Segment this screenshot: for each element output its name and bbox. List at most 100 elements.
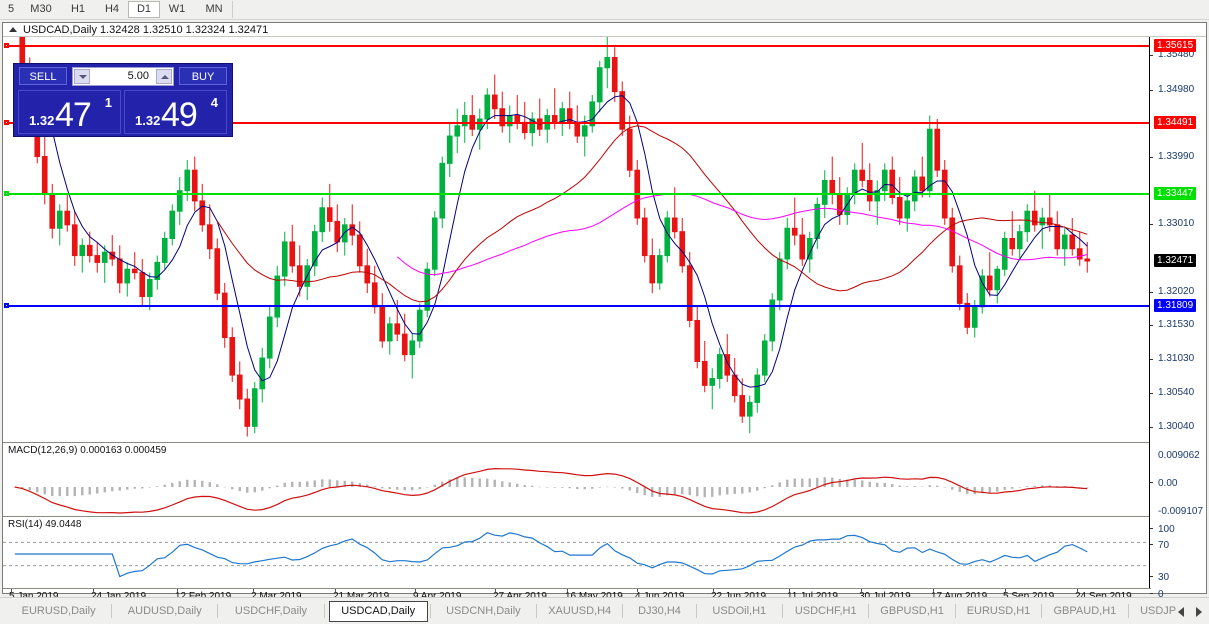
price-tick-label: 1.30040 bbox=[1158, 421, 1195, 432]
one-click-trading-panel: SELL 5.00 BUY 1.32 47 1 1.32 bbox=[13, 63, 233, 137]
date-tick bbox=[637, 589, 638, 592]
macd-pane[interactable]: MACD(12,26,9) 0.000163 0.000459 bbox=[3, 442, 1151, 515]
level-line-resistance-lower[interactable] bbox=[4, 120, 1151, 125]
macd-chart bbox=[13, 467, 1089, 514]
level-line-support-blue[interactable] bbox=[4, 303, 1151, 309]
sell-price-fraction: 1 bbox=[104, 95, 112, 110]
buy-price-quote[interactable]: 1.32 49 4 bbox=[124, 90, 227, 134]
date-tick-label: 27 Apr 2019 bbox=[493, 591, 547, 602]
price-tick-label: 1.33990 bbox=[1158, 151, 1195, 163]
date-tick-label: 24 Sep 2019 bbox=[1075, 591, 1132, 602]
chart-tab-gbpaud-h1[interactable]: GBPAUD,H1 bbox=[1053, 605, 1117, 617]
timeframe-m30[interactable]: M30 bbox=[30, 3, 52, 15]
axis-tick bbox=[1150, 576, 1153, 577]
level-anchor[interactable] bbox=[4, 120, 9, 125]
axis-tick bbox=[1150, 291, 1153, 293]
timeframe-5[interactable]: 5 bbox=[7, 3, 15, 15]
axis-tick bbox=[1150, 359, 1153, 361]
axis-tick bbox=[1150, 224, 1153, 226]
axis-tick bbox=[1150, 55, 1153, 57]
chart-tab-usdcnh-daily[interactable]: USDCNH,Daily bbox=[446, 605, 521, 617]
timeframe-h4[interactable]: H4 bbox=[104, 3, 120, 15]
buy-price-big: 49 bbox=[161, 96, 198, 134]
chart-tab-dj30-h4[interactable]: DJ30,H4 bbox=[638, 605, 681, 617]
tab-separator bbox=[111, 604, 113, 618]
axis-tick bbox=[1150, 325, 1153, 327]
date-tick bbox=[1005, 589, 1006, 592]
macd-tick-label: -0.009107 bbox=[1158, 506, 1204, 517]
toolbar-separator bbox=[232, 1, 233, 18]
timeframe-w1[interactable]: W1 bbox=[168, 3, 186, 15]
timeframe-mn[interactable]: MN bbox=[205, 3, 223, 15]
tab-scroll-left-icon[interactable] bbox=[1178, 607, 1184, 617]
volume-decrease-button[interactable] bbox=[74, 69, 90, 84]
date-tick-label: 30 Jul 2019 bbox=[859, 591, 911, 602]
price-tick-label: 1.31030 bbox=[1158, 353, 1195, 365]
level-line-resistance-upper[interactable] bbox=[4, 43, 1151, 49]
timeframe-d1[interactable]: D1 bbox=[128, 1, 160, 18]
level-anchor[interactable] bbox=[4, 303, 9, 309]
axis-tick bbox=[1150, 89, 1153, 91]
date-tick bbox=[495, 589, 496, 592]
axis-tick bbox=[1150, 392, 1153, 394]
date-tick-label: 2 Mar 2019 bbox=[251, 591, 302, 602]
buy-button[interactable]: BUY bbox=[179, 67, 227, 85]
chevron-up-icon bbox=[161, 75, 169, 79]
chart-tab-usdchf-h1[interactable]: USDCHF,H1 bbox=[794, 605, 857, 617]
date-tick bbox=[177, 589, 178, 592]
level-anchor[interactable] bbox=[4, 191, 9, 197]
date-tick-label: 21 Mar 2019 bbox=[333, 591, 389, 602]
axis-tick bbox=[1150, 544, 1153, 545]
date-tick-label: 5 Jan 2019 bbox=[9, 591, 59, 602]
price-badge-last-price: 1.32471 bbox=[1154, 254, 1197, 267]
price-tick-label: 1.30540 bbox=[1158, 386, 1195, 398]
price-tick-label: 1.32020 bbox=[1158, 285, 1195, 297]
date-tick bbox=[789, 589, 790, 592]
chart-tab-gbpusd-h1[interactable]: GBPUSD,H1 bbox=[880, 605, 944, 617]
sell-price-quote[interactable]: 1.32 47 1 bbox=[18, 90, 121, 134]
date-tick-label: 17 Aug 2019 bbox=[931, 591, 987, 602]
price-axis[interactable]: 1.35480 1.34980 1.33990 1.33010 1.32020 1.315… bbox=[1149, 37, 1206, 600]
timeframe-toolbar: 5 M30 H1 H4 D1 W1 MN bbox=[0, 0, 1209, 20]
buy-price-fraction: 4 bbox=[210, 95, 218, 110]
price-pane[interactable] bbox=[3, 37, 1151, 440]
volume-stepper[interactable]: 5.00 bbox=[72, 67, 174, 86]
macd-tick-label: 0.009062 bbox=[1158, 450, 1200, 461]
macd-tick-label: 0.00 bbox=[1158, 478, 1178, 489]
chart-tab-eurusd-daily[interactable]: EURUSD,Daily bbox=[21, 605, 96, 617]
price-tick-label: 1.35480 bbox=[1158, 49, 1195, 61]
rsi-chart bbox=[3, 532, 1151, 578]
rsi-pane[interactable]: RSI(14) 49.0448 bbox=[3, 516, 1151, 589]
tab-separator bbox=[782, 604, 783, 618]
price-tick-label: 1.33010 bbox=[1158, 218, 1195, 230]
volume-value: 5.00 bbox=[127, 70, 149, 82]
tab-scroll-right-icon[interactable] bbox=[1196, 607, 1202, 617]
chart-tab-audusd-daily[interactable]: AUDUSD,Daily bbox=[127, 605, 202, 617]
level-anchor[interactable] bbox=[4, 43, 9, 49]
sell-price-prefix: 1.32 bbox=[29, 113, 55, 128]
date-tick-label: 5 Sep 2019 bbox=[1003, 591, 1054, 602]
level-line-pivot-green[interactable] bbox=[4, 191, 1151, 197]
axis-tick bbox=[1150, 528, 1153, 529]
timeframe-h1[interactable]: H1 bbox=[70, 3, 86, 15]
chart-tab-eurusd-h1[interactable]: EURUSD,H1 bbox=[966, 605, 1031, 617]
price-badge-resistance: 1.35615 bbox=[1154, 39, 1197, 53]
chart-tab-usdjp[interactable]: USDJP bbox=[1140, 605, 1177, 617]
chart-tab-xauusd-h4[interactable]: XAUUSD,H4 bbox=[548, 605, 612, 617]
sell-button[interactable]: SELL bbox=[19, 67, 67, 85]
tab-separator bbox=[1041, 604, 1043, 618]
volume-increase-button[interactable] bbox=[156, 69, 172, 84]
date-tick-label: 24 Jan 2019 bbox=[91, 591, 146, 602]
date-tick bbox=[1077, 589, 1078, 592]
price-badge-support: 1.31809 bbox=[1154, 299, 1197, 313]
axis-tick bbox=[1150, 157, 1153, 159]
tab-separator bbox=[695, 604, 697, 618]
chart-tab-usdoil-h1[interactable]: USDOil,H1 bbox=[712, 605, 767, 617]
sell-price-big: 47 bbox=[55, 96, 92, 134]
rsi-tick-label: 30 bbox=[1158, 572, 1170, 583]
date-tick bbox=[93, 589, 94, 592]
tab-separator bbox=[429, 604, 431, 618]
chart-tab-usdcad-daily[interactable]: USDCAD,Daily bbox=[328, 601, 428, 622]
chart-tab-usdchf-daily[interactable]: USDCHF,Daily bbox=[234, 605, 308, 617]
collapse-icon[interactable] bbox=[9, 27, 17, 32]
